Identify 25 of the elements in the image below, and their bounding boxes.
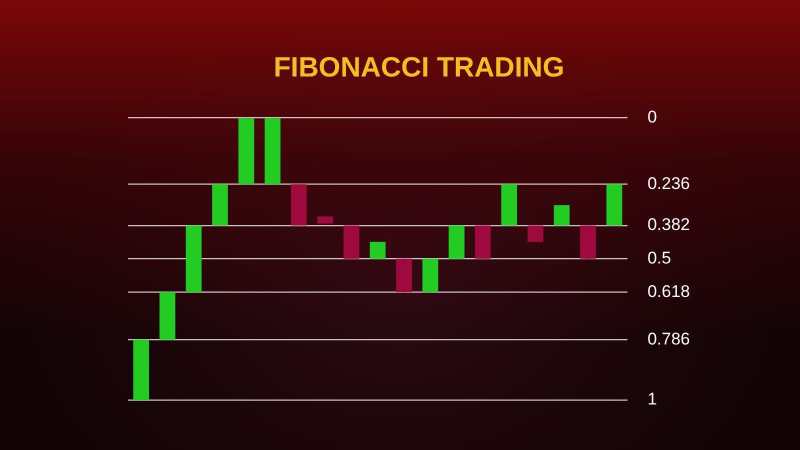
candlestick: [554, 204, 570, 226]
candlestick: [606, 183, 622, 226]
y-tick-label: 0.786: [647, 329, 690, 348]
y-tick-label: 1: [647, 390, 657, 409]
candlestick: [344, 224, 360, 260]
candlestick: [474, 224, 491, 260]
y-tick-label: 0.5: [647, 248, 672, 268]
candlestick: [501, 183, 518, 226]
y-tick-label: 0: [647, 107, 657, 126]
candlestick: [370, 240, 386, 260]
chart-title: FIBONACCI TRADING: [274, 52, 564, 83]
candlestick: [448, 224, 464, 260]
y-tick-label: 0.618: [647, 282, 690, 301]
candlestick: [212, 183, 228, 226]
candlestick: [396, 258, 412, 294]
candlestick: [422, 258, 438, 294]
candlestick: [580, 224, 596, 260]
candlestick: [160, 291, 176, 341]
candlestick: [133, 338, 150, 401]
y-tick-label: 0.236: [647, 174, 690, 193]
candlestick: [317, 215, 334, 224]
candlestick: [186, 224, 202, 294]
candlestick: [528, 224, 544, 243]
y-tick-label: 0.382: [647, 215, 690, 234]
candlestick: [290, 183, 307, 226]
